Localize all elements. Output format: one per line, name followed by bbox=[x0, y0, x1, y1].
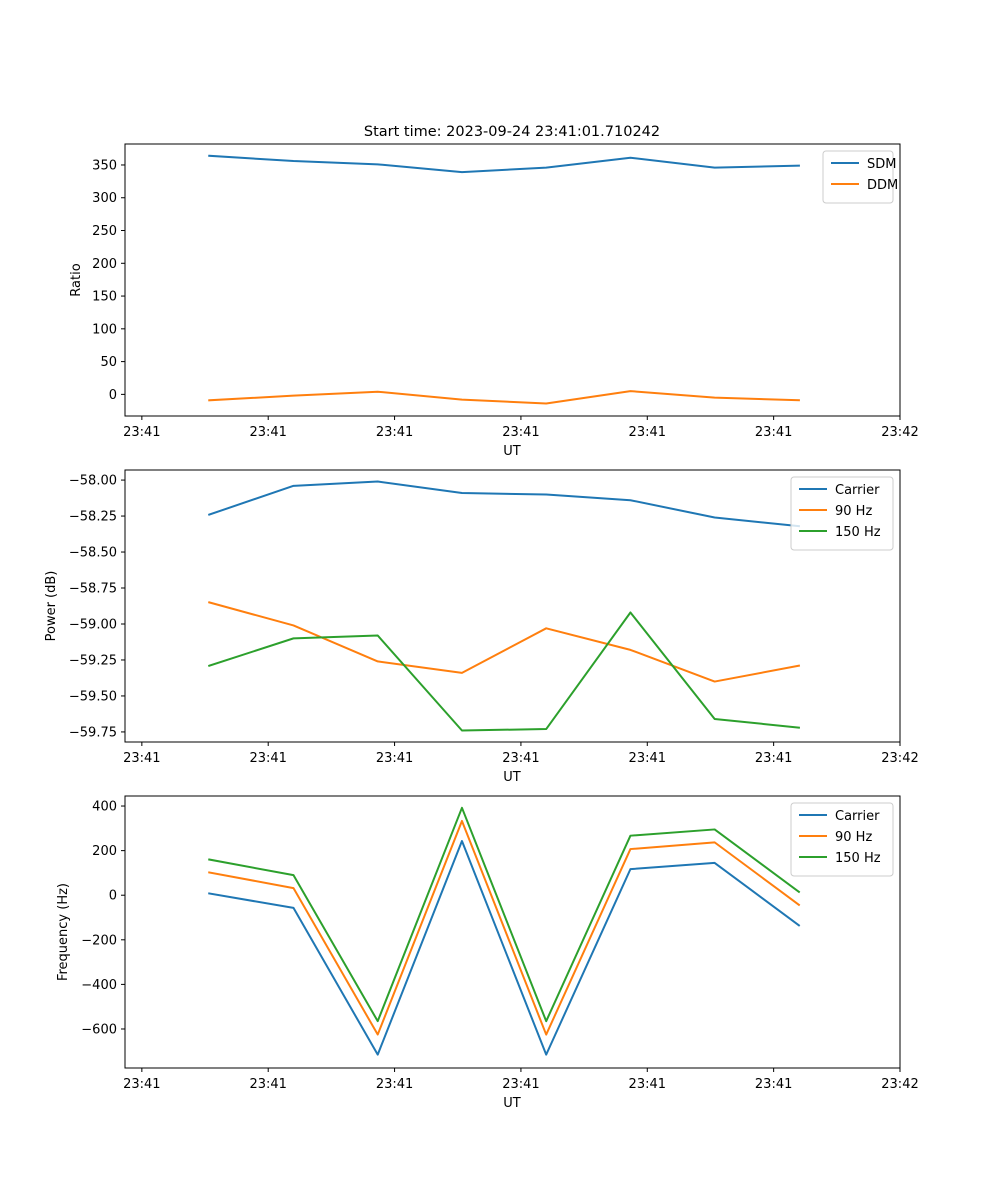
x-tick-label: 23:41 bbox=[123, 425, 160, 440]
y-tick-label: −59.50 bbox=[69, 689, 117, 704]
series-line-90-hz bbox=[208, 601, 801, 683]
x-tick-label: 23:41 bbox=[755, 1077, 792, 1092]
legend: Carrier 90 Hz 150 Hz bbox=[790, 802, 894, 877]
x-tick-label: 23:42 bbox=[881, 751, 918, 766]
x-axis-label: UT bbox=[503, 1096, 521, 1111]
y-tick-label: 200 bbox=[92, 844, 117, 859]
y-tick-label: −58.75 bbox=[69, 582, 117, 597]
y-tick-label: −58.00 bbox=[69, 474, 117, 489]
legend-label: 150 Hz bbox=[835, 851, 881, 866]
axes-frame bbox=[124, 795, 901, 1069]
legend-label: Carrier bbox=[835, 483, 880, 498]
y-tick-label: 100 bbox=[92, 322, 117, 337]
x-tick-label: 23:41 bbox=[249, 751, 286, 766]
y-tick-label: 200 bbox=[92, 257, 117, 272]
y-axis-label: Power (dB) bbox=[44, 571, 59, 642]
x-tick-label: 23:41 bbox=[123, 1077, 160, 1092]
x-axis-label: UT bbox=[503, 444, 521, 459]
axes-frame bbox=[124, 469, 901, 743]
x-tick-label: 23:41 bbox=[502, 1077, 539, 1092]
chart-panel-2: 23:41 23:41 23:41 23:41 23:41 23:41 23:42 −58.0… bbox=[44, 469, 919, 785]
y-tick-label: −200 bbox=[81, 933, 117, 948]
y-tick-label: −400 bbox=[81, 978, 117, 993]
y-tick-label: 250 bbox=[92, 224, 117, 239]
x-tick-label: 23:42 bbox=[881, 425, 918, 440]
x-tick-label: 23:41 bbox=[629, 425, 666, 440]
x-tick-label: 23:41 bbox=[502, 751, 539, 766]
x-tick-label: 23:41 bbox=[629, 1077, 666, 1092]
series-line-ddm bbox=[208, 390, 800, 405]
y-tick-label: −600 bbox=[81, 1022, 117, 1037]
legend-label: 90 Hz bbox=[835, 830, 872, 845]
x-tick-label: 23:42 bbox=[881, 1077, 918, 1092]
x-tick-label: 23:41 bbox=[755, 425, 792, 440]
y-tick-label: −59.00 bbox=[69, 617, 117, 632]
series-line-150-hz bbox=[208, 806, 801, 1023]
x-tick-label: 23:41 bbox=[502, 425, 539, 440]
y-tick-label: 300 bbox=[92, 191, 117, 206]
y-tick-label: 400 bbox=[92, 800, 117, 815]
chart-panel-1: 23:41 23:41 23:41 23:41 23:41 23:41 23:42 0 50 10… bbox=[69, 143, 919, 459]
series-line-sdm bbox=[208, 154, 800, 174]
y-tick-label: −58.25 bbox=[69, 510, 117, 525]
legend-label: SDM bbox=[867, 157, 896, 172]
y-axis-label: Frequency (Hz) bbox=[56, 883, 71, 981]
x-tick-label: 23:41 bbox=[376, 751, 413, 766]
series-line-150-hz bbox=[207, 611, 801, 732]
y-tick-label: 150 bbox=[92, 290, 117, 305]
y-axis-label: Ratio bbox=[69, 263, 84, 296]
y-tick-label: 350 bbox=[92, 158, 117, 173]
legend: SDM DDM bbox=[822, 150, 898, 204]
series-line-carrier bbox=[208, 840, 801, 1056]
x-tick-label: 23:41 bbox=[249, 425, 286, 440]
x-tick-label: 23:41 bbox=[123, 751, 160, 766]
y-tick-label: 0 bbox=[109, 388, 117, 403]
legend-label: Carrier bbox=[835, 809, 880, 824]
x-axis-label: UT bbox=[503, 770, 521, 785]
legend-label: DDM bbox=[867, 178, 898, 193]
x-tick-label: 23:41 bbox=[755, 751, 792, 766]
y-tick-label: −59.25 bbox=[69, 653, 117, 668]
legend-label: 150 Hz bbox=[835, 525, 881, 540]
y-tick-label: 0 bbox=[109, 889, 117, 904]
y-tick-label: −58.50 bbox=[69, 546, 117, 561]
legend-label: 90 Hz bbox=[835, 504, 872, 519]
chart-panel-3: 23:41 23:41 23:41 23:41 23:41 23:41 23:42 −600 −… bbox=[56, 795, 919, 1111]
y-tick-label: −59.75 bbox=[69, 725, 117, 740]
x-tick-label: 23:41 bbox=[376, 425, 413, 440]
y-tick-label: 50 bbox=[100, 355, 117, 370]
legend: Carrier 90 Hz 150 Hz bbox=[790, 476, 894, 551]
axes-frame bbox=[124, 143, 901, 417]
series-line-carrier bbox=[207, 480, 801, 528]
x-tick-label: 23:41 bbox=[629, 751, 666, 766]
series-line-90-hz bbox=[208, 819, 801, 1036]
figure-title: Start time: 2023-09-24 23:41:01.710242 bbox=[364, 124, 660, 140]
x-tick-label: 23:41 bbox=[376, 1077, 413, 1092]
x-tick-label: 23:41 bbox=[249, 1077, 286, 1092]
